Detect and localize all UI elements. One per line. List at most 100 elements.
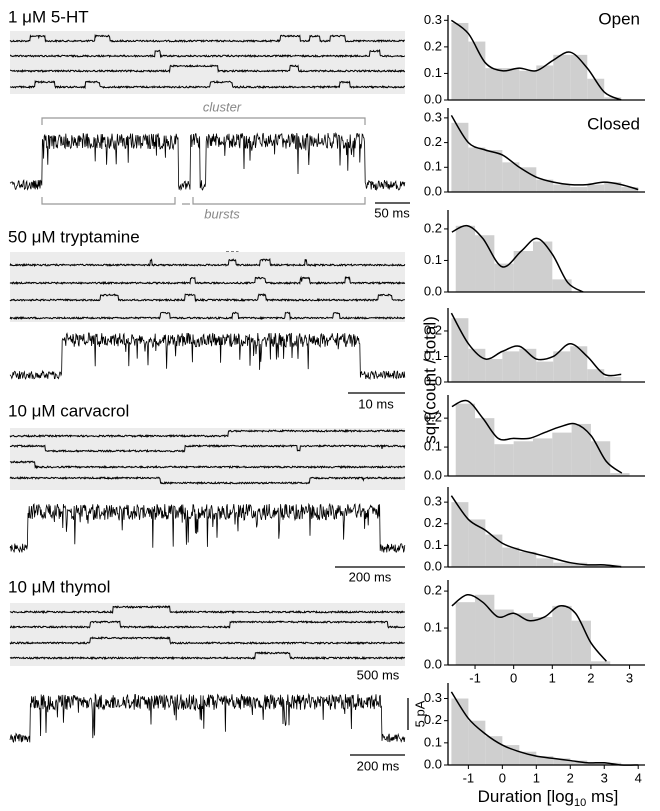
- bar: [455, 602, 476, 665]
- y-tick-label: 0.0: [424, 283, 442, 298]
- bar: [485, 359, 503, 382]
- y-tick-label: 0.3: [424, 494, 442, 509]
- bar: [513, 613, 533, 665]
- bar: [587, 564, 605, 567]
- x-tick-label: 1: [533, 770, 540, 785]
- bar: [570, 54, 588, 100]
- current-trace: [10, 64, 406, 74]
- y-tick-label: 0.1: [424, 348, 442, 363]
- y-axis-label: sqrt(count / total): [420, 316, 439, 444]
- current-trace: [9, 311, 406, 321]
- chart-title: Open: [598, 9, 640, 28]
- x-tick-label: 1: [549, 670, 556, 685]
- y-tick-label: 0.1: [424, 537, 442, 552]
- bar: [451, 318, 469, 382]
- bar: [553, 758, 571, 765]
- bar: [475, 235, 495, 292]
- y-tick-label: 0.2: [424, 712, 442, 727]
- bar: [536, 179, 554, 192]
- y-tick-label: 0.1: [424, 159, 442, 174]
- fit-curve: [450, 691, 639, 766]
- cluster-bracket: [41, 117, 366, 125]
- bar: [519, 70, 537, 100]
- bar: [468, 41, 486, 100]
- bar: [502, 162, 520, 192]
- bar: [590, 441, 611, 476]
- current-trace: [9, 620, 406, 629]
- trace-background: [10, 252, 405, 322]
- annotation: cluster: [203, 99, 242, 114]
- bursts-bracket: [41, 197, 366, 205]
- bar: [451, 502, 469, 567]
- y-tick-label: 0.2: [424, 134, 442, 149]
- bar: [455, 403, 476, 476]
- bar: [590, 661, 611, 665]
- bar: [587, 78, 605, 100]
- bar: [621, 187, 639, 192]
- brackets: [41, 117, 366, 205]
- bar: [604, 376, 622, 382]
- panel-label: 10 μM thymol: [8, 577, 110, 596]
- bar: [570, 187, 588, 192]
- bar: [513, 251, 533, 292]
- x-tick-label: 4: [635, 770, 642, 785]
- y-tick-label: 0.1: [424, 439, 442, 454]
- bar: [519, 348, 537, 382]
- bar: [468, 720, 486, 765]
- chart-title: Closed: [587, 114, 640, 133]
- bar: [536, 361, 554, 382]
- x-tick-label: 0: [499, 770, 506, 785]
- bar: [604, 182, 622, 192]
- y-tick-label: 0.1: [424, 734, 442, 749]
- bar: [532, 616, 553, 665]
- y-tick-label: 0.2: [424, 515, 442, 530]
- x-tick-label: 3: [626, 670, 633, 685]
- scale-label: 200 ms: [349, 569, 392, 584]
- bar: [502, 68, 520, 100]
- current-trace: [9, 257, 406, 268]
- fit-curve: [451, 399, 623, 474]
- scale-label: 10 ms: [358, 396, 394, 411]
- y-tick-label: 0.1: [424, 619, 442, 634]
- traces: [9, 31, 406, 743]
- scale-label: 5 pA: [412, 700, 427, 727]
- current-trace: [9, 275, 406, 286]
- bar: [570, 346, 588, 382]
- x-label-sub: 10: [574, 797, 586, 809]
- y-tick-label: 0.0: [424, 467, 442, 482]
- bar: [552, 432, 572, 476]
- current-trace: [9, 293, 405, 303]
- y-tick-label: 0.1: [424, 65, 442, 80]
- current-trace: [9, 605, 406, 615]
- y-tick-label: 0.0: [424, 656, 442, 671]
- y-tick-label: 0.0: [424, 558, 442, 573]
- current-trace: [9, 79, 406, 90]
- trace-background: [10, 603, 405, 666]
- current-trace: [9, 651, 406, 661]
- bar: [485, 534, 503, 567]
- bar: [532, 438, 553, 476]
- current-trace: [9, 428, 406, 439]
- fit-curve: [451, 224, 584, 293]
- current-trace: [9, 332, 406, 381]
- fit-curve: [450, 312, 622, 377]
- bar: [451, 22, 469, 100]
- x-axis-label: Duration [log10 ms]: [478, 787, 619, 808]
- y-tick-label: 0.2: [424, 38, 442, 53]
- x-tick-label: -1: [469, 670, 481, 685]
- bar: [553, 351, 571, 382]
- panel-label: 10 μM carvacrol: [8, 401, 129, 420]
- bar: [485, 68, 503, 100]
- bar: [587, 369, 605, 382]
- bar: [553, 184, 571, 192]
- bar: [502, 547, 520, 567]
- bar: [475, 594, 495, 665]
- current-trace: [9, 33, 405, 43]
- bar: [570, 760, 588, 765]
- y-tick-label: 0.1: [424, 252, 442, 267]
- bar: [475, 418, 495, 476]
- bar: [571, 620, 591, 665]
- bar: [485, 150, 503, 192]
- trace-background: [10, 428, 405, 490]
